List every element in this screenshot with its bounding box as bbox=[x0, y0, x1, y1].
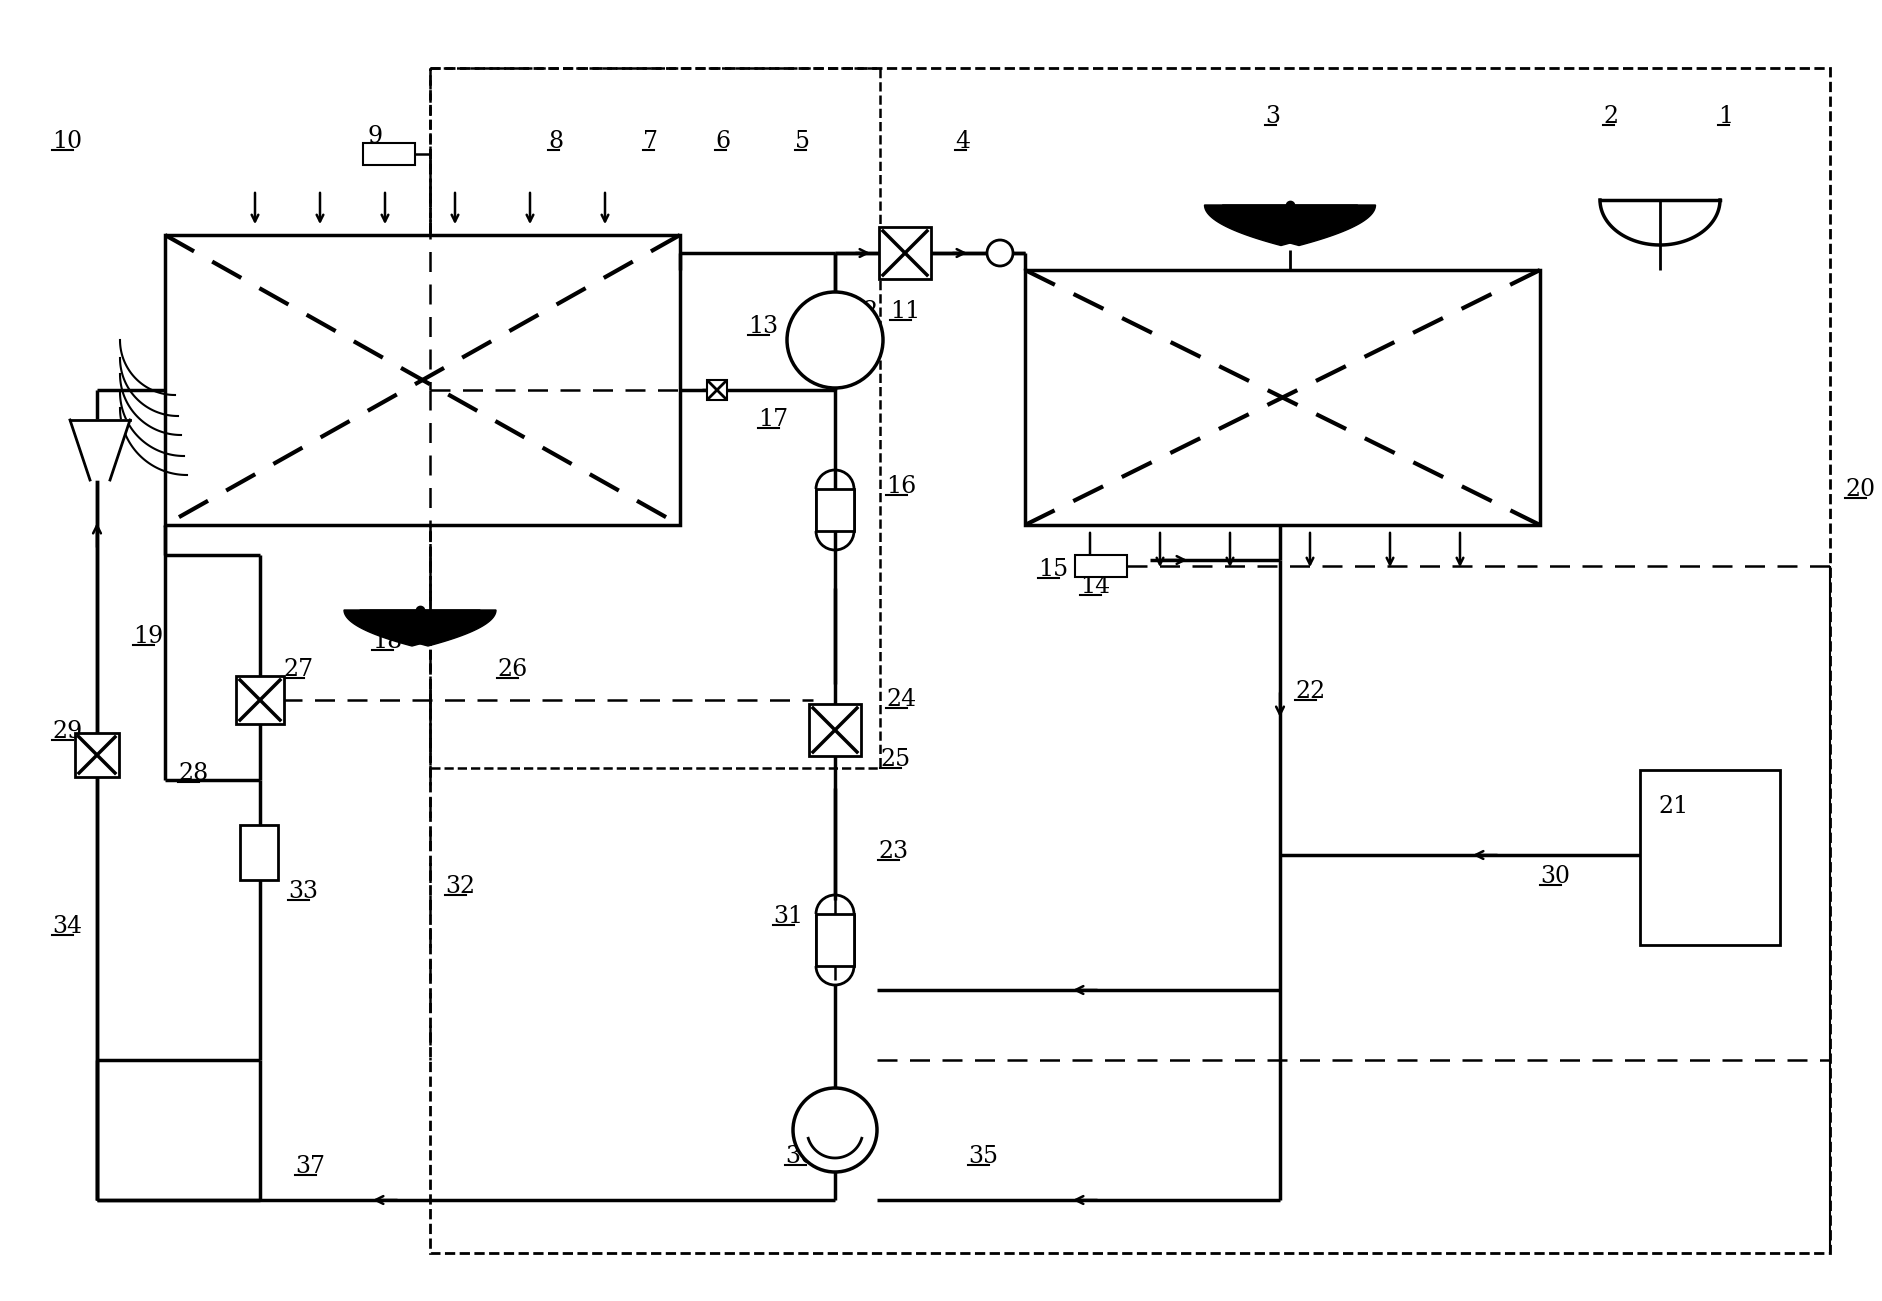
Text: 27: 27 bbox=[282, 658, 312, 680]
Bar bbox=[879, 226, 932, 278]
Text: 7: 7 bbox=[644, 130, 659, 154]
Bar bbox=[809, 704, 860, 756]
Bar bbox=[817, 915, 854, 967]
Polygon shape bbox=[70, 420, 130, 480]
Text: 35: 35 bbox=[967, 1145, 997, 1168]
Text: 29: 29 bbox=[53, 719, 83, 743]
Bar bbox=[363, 143, 416, 165]
Bar bbox=[241, 825, 279, 879]
Bar bbox=[429, 68, 1829, 1253]
Text: 3: 3 bbox=[1265, 105, 1280, 127]
Bar bbox=[817, 489, 854, 531]
Text: 15: 15 bbox=[1039, 558, 1069, 582]
Bar bbox=[75, 732, 119, 777]
Text: 5: 5 bbox=[794, 130, 809, 154]
Text: 36: 36 bbox=[785, 1145, 815, 1168]
Polygon shape bbox=[359, 610, 497, 647]
Polygon shape bbox=[344, 610, 480, 647]
Bar bbox=[166, 235, 679, 526]
Text: 18: 18 bbox=[373, 630, 403, 653]
Text: 6: 6 bbox=[715, 130, 730, 154]
Polygon shape bbox=[1223, 206, 1376, 246]
Circle shape bbox=[792, 1088, 877, 1172]
Text: 28: 28 bbox=[179, 762, 209, 785]
Bar bbox=[708, 380, 726, 399]
Text: 30: 30 bbox=[1539, 865, 1570, 889]
Text: 14: 14 bbox=[1080, 575, 1110, 598]
Text: 32: 32 bbox=[444, 876, 474, 898]
Bar bbox=[1639, 770, 1780, 945]
Text: 22: 22 bbox=[1295, 680, 1325, 703]
Bar bbox=[429, 68, 881, 768]
Text: 1: 1 bbox=[1718, 105, 1733, 127]
Text: 10: 10 bbox=[53, 130, 83, 154]
Text: 25: 25 bbox=[881, 748, 911, 771]
Text: 23: 23 bbox=[879, 840, 909, 863]
Text: 21: 21 bbox=[1658, 795, 1688, 818]
Text: 16: 16 bbox=[886, 475, 917, 498]
Bar bbox=[1075, 556, 1127, 578]
Text: 31: 31 bbox=[774, 905, 804, 928]
Bar bbox=[235, 677, 284, 723]
Text: 9: 9 bbox=[369, 125, 384, 148]
Text: 33: 33 bbox=[288, 879, 318, 903]
Text: 4: 4 bbox=[954, 130, 969, 154]
Text: 24: 24 bbox=[886, 688, 917, 712]
Text: 12: 12 bbox=[849, 301, 879, 323]
Text: 11: 11 bbox=[890, 301, 920, 323]
Text: 26: 26 bbox=[497, 658, 527, 680]
Text: 37: 37 bbox=[295, 1155, 326, 1177]
Circle shape bbox=[787, 291, 883, 388]
Polygon shape bbox=[1204, 206, 1357, 246]
Text: 13: 13 bbox=[747, 315, 777, 338]
Text: 34: 34 bbox=[53, 915, 83, 938]
Text: 17: 17 bbox=[758, 409, 789, 431]
Text: 20: 20 bbox=[1844, 477, 1874, 501]
Circle shape bbox=[986, 239, 1013, 265]
Text: 2: 2 bbox=[1603, 105, 1619, 127]
Bar bbox=[1026, 271, 1539, 526]
Text: 19: 19 bbox=[134, 624, 164, 648]
Text: 8: 8 bbox=[548, 130, 563, 154]
